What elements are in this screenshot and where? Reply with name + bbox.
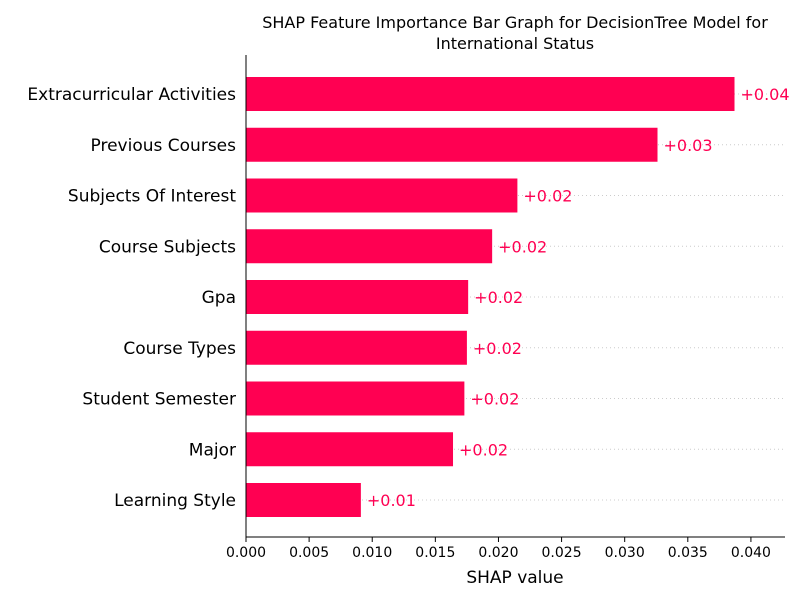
category-label: Gpa <box>202 288 236 308</box>
bar <box>246 280 469 314</box>
chart-title-line-1: SHAP Feature Importance Bar Graph for De… <box>262 13 768 32</box>
bar <box>246 77 735 111</box>
value-label: +0.02 <box>470 390 519 409</box>
value-label: +0.02 <box>459 440 508 459</box>
bars-group <box>246 77 735 517</box>
category-label: Extracurricular Activities <box>27 85 236 105</box>
category-label: Course Subjects <box>99 237 236 257</box>
value-labels: +0.04 +0.03 +0.02 +0.02 +0.02 +0.02 +0.02 +0.02… <box>367 85 790 510</box>
chart-title-line-2: International Status <box>436 34 594 53</box>
value-label: +0.04 <box>741 85 790 104</box>
bar <box>246 229 493 264</box>
category-label: Major <box>189 440 236 460</box>
x-axis-label: SHAP value <box>466 568 563 588</box>
value-label: +0.02 <box>473 339 522 358</box>
x-tick-label: 0.010 <box>352 545 392 561</box>
category-label: Learning Style <box>114 491 236 511</box>
bar <box>246 178 518 213</box>
x-tick-label: 0.040 <box>731 545 771 561</box>
x-tick-label: 0.015 <box>415 545 455 561</box>
value-label: +0.03 <box>664 136 713 155</box>
category-label: Course Types <box>123 339 236 359</box>
value-label: +0.02 <box>498 237 547 256</box>
value-label: +0.02 <box>474 288 523 307</box>
value-label: +0.01 <box>367 491 416 510</box>
bar <box>246 381 465 416</box>
category-labels: Extracurricular Activities Previous Cours… <box>27 85 236 511</box>
x-tick-label: 0.025 <box>542 545 582 561</box>
x-tick-label: 0.035 <box>668 545 708 561</box>
bar <box>246 483 361 517</box>
category-label: Previous Courses <box>91 136 237 156</box>
x-tick-label: 0.005 <box>289 545 329 561</box>
bar <box>246 432 454 467</box>
x-ticks: 0.000 0.005 0.010 0.015 0.020 0.025 0.030 0.035… <box>226 537 771 561</box>
x-tick-label: 0.030 <box>605 545 645 561</box>
category-label: Subjects Of Interest <box>68 187 236 207</box>
bar <box>246 127 658 162</box>
value-label: +0.02 <box>523 187 572 206</box>
x-tick-label: 0.020 <box>478 545 518 561</box>
bar <box>246 330 467 365</box>
x-tick-label: 0.000 <box>226 545 266 561</box>
category-label: Student Semester <box>82 390 236 410</box>
